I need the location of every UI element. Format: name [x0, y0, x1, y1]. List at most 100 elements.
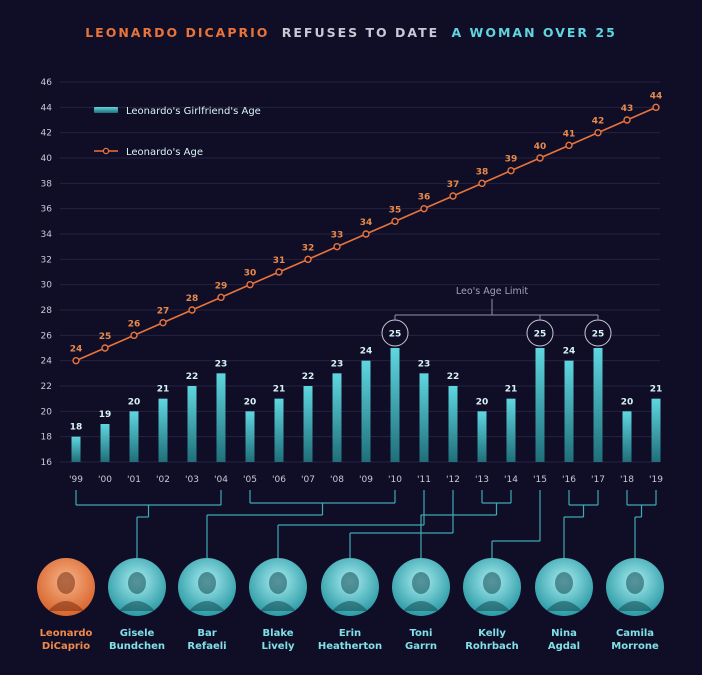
bar	[332, 373, 342, 462]
person-card: Blake Lively	[249, 558, 307, 652]
bar-value-label: 23	[418, 359, 431, 369]
title-part-2: REFUSES TO DATE	[282, 25, 439, 40]
avatar-body-icon	[403, 601, 439, 611]
age-value-label: 26	[128, 319, 141, 329]
age-value-label: 42	[592, 117, 605, 127]
x-tick-label: '10	[388, 475, 402, 485]
y-tick-label: 36	[41, 205, 53, 215]
person-first-name: Bar	[197, 628, 216, 639]
bar	[303, 386, 313, 462]
age-limit-label: Leo's Age Limit	[456, 286, 529, 297]
y-tick-label: 40	[41, 154, 53, 164]
person-last-name: Lively	[261, 641, 295, 652]
x-tick-label: '15	[533, 475, 547, 485]
bar-value-label: 21	[157, 385, 170, 395]
age-marker	[159, 318, 167, 327]
y-tick-label: 46	[41, 78, 53, 88]
avatar-body-icon	[48, 601, 84, 611]
x-tick-label: '09	[359, 475, 373, 485]
age-marker	[478, 179, 486, 188]
bar	[100, 424, 110, 462]
age-value-label: 28	[186, 294, 199, 304]
age-limit-value: 25	[592, 330, 605, 340]
x-tick-label: '07	[301, 475, 315, 485]
bar-value-label: 20	[128, 397, 141, 407]
age-marker	[333, 242, 341, 251]
avatar-head-icon	[555, 572, 573, 594]
age-value-label: 37	[447, 180, 460, 190]
age-limit-value: 25	[389, 330, 402, 340]
bar	[158, 398, 168, 462]
x-tick-label: '06	[272, 475, 286, 485]
x-tick-label: '03	[185, 475, 199, 485]
x-tick-label: '16	[562, 475, 576, 485]
person-card: Bar Refaeli	[178, 558, 236, 652]
avatar-body-icon	[474, 601, 510, 611]
y-tick-label: 34	[41, 230, 53, 240]
x-tick-label: '02	[156, 475, 170, 485]
bar	[274, 398, 284, 462]
age-marker	[623, 116, 631, 124]
age-limit-annotation: 25 25 25 Leo's Age Limit	[381, 286, 612, 347]
person-last-name: Agdal	[548, 641, 580, 652]
bar-value-label: 21	[273, 385, 286, 395]
grid	[60, 81, 660, 463]
person-card: Kelly Rohrbach	[463, 558, 521, 652]
age-value-label: 35	[389, 205, 402, 215]
bar-value-label: 20	[476, 397, 489, 407]
age-value-label: 41	[563, 129, 576, 139]
person-first-name: Nina	[551, 628, 577, 639]
x-tick-label: '19	[649, 475, 663, 485]
age-value-label: 29	[215, 281, 228, 291]
age-marker	[391, 217, 399, 226]
y-tick-label: 30	[41, 281, 53, 291]
bar	[535, 348, 545, 462]
age-marker	[188, 306, 196, 314]
avatar-head-icon	[483, 572, 501, 594]
age-marker	[536, 154, 544, 162]
x-tick-label: '17	[591, 475, 605, 485]
x-axis: '99 '00 '01 '02 '03 '04 '05 '06 '07 '08 '09 '10 '11 '…	[69, 475, 663, 485]
legend-bar-label: Leonardo's Girlfriend's Age	[126, 106, 261, 117]
age-marker	[304, 255, 312, 264]
person-last-name: Bundchen	[109, 641, 165, 652]
bar-value-label: 24	[563, 347, 576, 357]
bar	[419, 373, 429, 462]
bar	[129, 411, 139, 462]
age-marker	[101, 344, 109, 352]
person-last-name: Refaeli	[187, 641, 226, 652]
age-marker	[507, 166, 515, 175]
y-tick-label: 26	[41, 331, 53, 341]
legend-line-label: Leonardo's Age	[126, 147, 203, 158]
legend-line-marker	[102, 147, 110, 155]
bar	[564, 360, 574, 462]
person-first-name: Kelly	[478, 628, 506, 639]
person-card: Nina Agdal	[535, 558, 593, 652]
person-first-name: Toni	[410, 628, 433, 639]
x-tick-label: '14	[504, 475, 518, 485]
title-part-1: LEONARDO DICAPRIO	[85, 25, 269, 40]
bar-value-label: 18	[70, 423, 83, 433]
bar	[245, 411, 255, 462]
age-value-label: 40	[534, 142, 547, 152]
person-first-name: Gisele	[120, 628, 155, 639]
bar-value-label: 23	[331, 359, 344, 369]
age-value-label: 33	[331, 231, 344, 241]
age-marker	[420, 204, 428, 213]
age-value-label: 38	[476, 167, 489, 177]
x-tick-label: '08	[330, 475, 344, 485]
bar-value-label: 21	[650, 385, 663, 395]
person-card: Gisele Bundchen	[108, 558, 166, 652]
age-marker	[449, 192, 457, 200]
person-leonardo: Leonardo DiCaprio	[37, 558, 95, 652]
age-marker	[275, 268, 283, 276]
avatar-head-icon	[128, 572, 146, 594]
legend: Leonardo's Girlfriend's Age Leonardo's A…	[94, 106, 261, 158]
avatar-body-icon	[260, 601, 296, 611]
x-tick-label: '13	[475, 475, 489, 485]
avatar-body-icon	[119, 601, 155, 611]
bar	[187, 386, 197, 462]
y-tick-label: 32	[41, 255, 52, 265]
